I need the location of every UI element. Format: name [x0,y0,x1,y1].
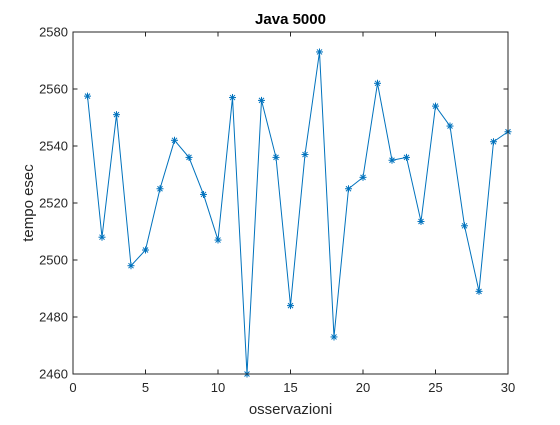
marker-stroke [476,288,482,295]
y-tick-label: 2480 [39,310,68,325]
marker-stroke [84,93,91,99]
marker-stroke [345,185,352,192]
data-point [287,302,294,310]
marker-stroke [99,234,105,241]
y-axis-title: tempo esec [20,164,37,242]
marker-stroke [200,191,207,198]
data-point [185,153,193,161]
data-point [113,111,120,119]
data-point [403,153,410,161]
data-point [330,333,338,341]
marker-stroke [258,97,265,104]
data-point [98,233,106,241]
marker-stroke [374,80,381,87]
x-tick-label: 15 [283,380,297,395]
data-point [171,136,178,144]
data-point [345,185,352,193]
marker-stroke [186,154,192,161]
data-point [432,102,439,110]
x-tick-label: 20 [356,380,370,395]
marker-stroke [418,218,424,225]
data-point [417,218,425,226]
data-point [229,94,236,102]
marker-stroke [302,151,308,158]
marker-stroke [389,157,395,164]
marker-stroke [273,154,279,161]
marker-stroke [490,138,497,145]
y-tick-label: 2460 [39,367,68,382]
marker-stroke [142,247,149,253]
marker-stroke [461,222,468,229]
marker-stroke [215,237,221,243]
marker-stroke [447,123,453,129]
plot-area [73,32,508,374]
data-point [446,122,454,130]
axes-layer: 0 5 10 15 20 25 30 2460 2480 2500 2520 2540 2560 2580 [39,25,515,396]
data-point [258,96,265,104]
y-tick-label: 2540 [39,139,68,154]
data-point [272,153,280,161]
data-point [374,79,381,87]
data-point [490,138,497,146]
y-tick-label: 2560 [39,82,68,97]
x-tick-label: 0 [69,380,76,395]
marker-stroke [171,137,178,144]
data-point [142,246,149,254]
data-point [156,185,164,193]
data-point [475,287,483,295]
x-tick-label: 25 [428,380,442,395]
data-point [461,222,468,230]
marker-stroke [229,94,236,101]
marker-stroke [360,174,366,181]
series-line [87,51,509,375]
y-tick-label: 2520 [39,196,68,211]
data-point [316,48,323,56]
marker-stroke [157,185,163,192]
data-point [214,236,222,244]
marker-stroke [432,103,439,109]
marker-stroke [113,111,120,118]
data-point [200,190,207,198]
chart-title: Java 5000 [255,11,326,28]
marker-stroke [128,262,134,269]
x-tick-label: 30 [501,380,515,395]
x-tick-label: 5 [142,380,149,395]
data-point [359,173,367,181]
marker-stroke [403,154,410,161]
x-axis-title: osservazioni [249,401,332,418]
x-tick-label: 10 [211,380,225,395]
data-point [127,262,135,270]
y-tick-label: 2500 [39,253,68,268]
marker-stroke [331,334,337,340]
marker-stroke [316,49,323,55]
marker-stroke [287,302,294,309]
data-point [301,151,309,159]
y-tick-label: 2580 [39,25,68,40]
data-point [84,92,91,100]
data-point [388,156,396,164]
